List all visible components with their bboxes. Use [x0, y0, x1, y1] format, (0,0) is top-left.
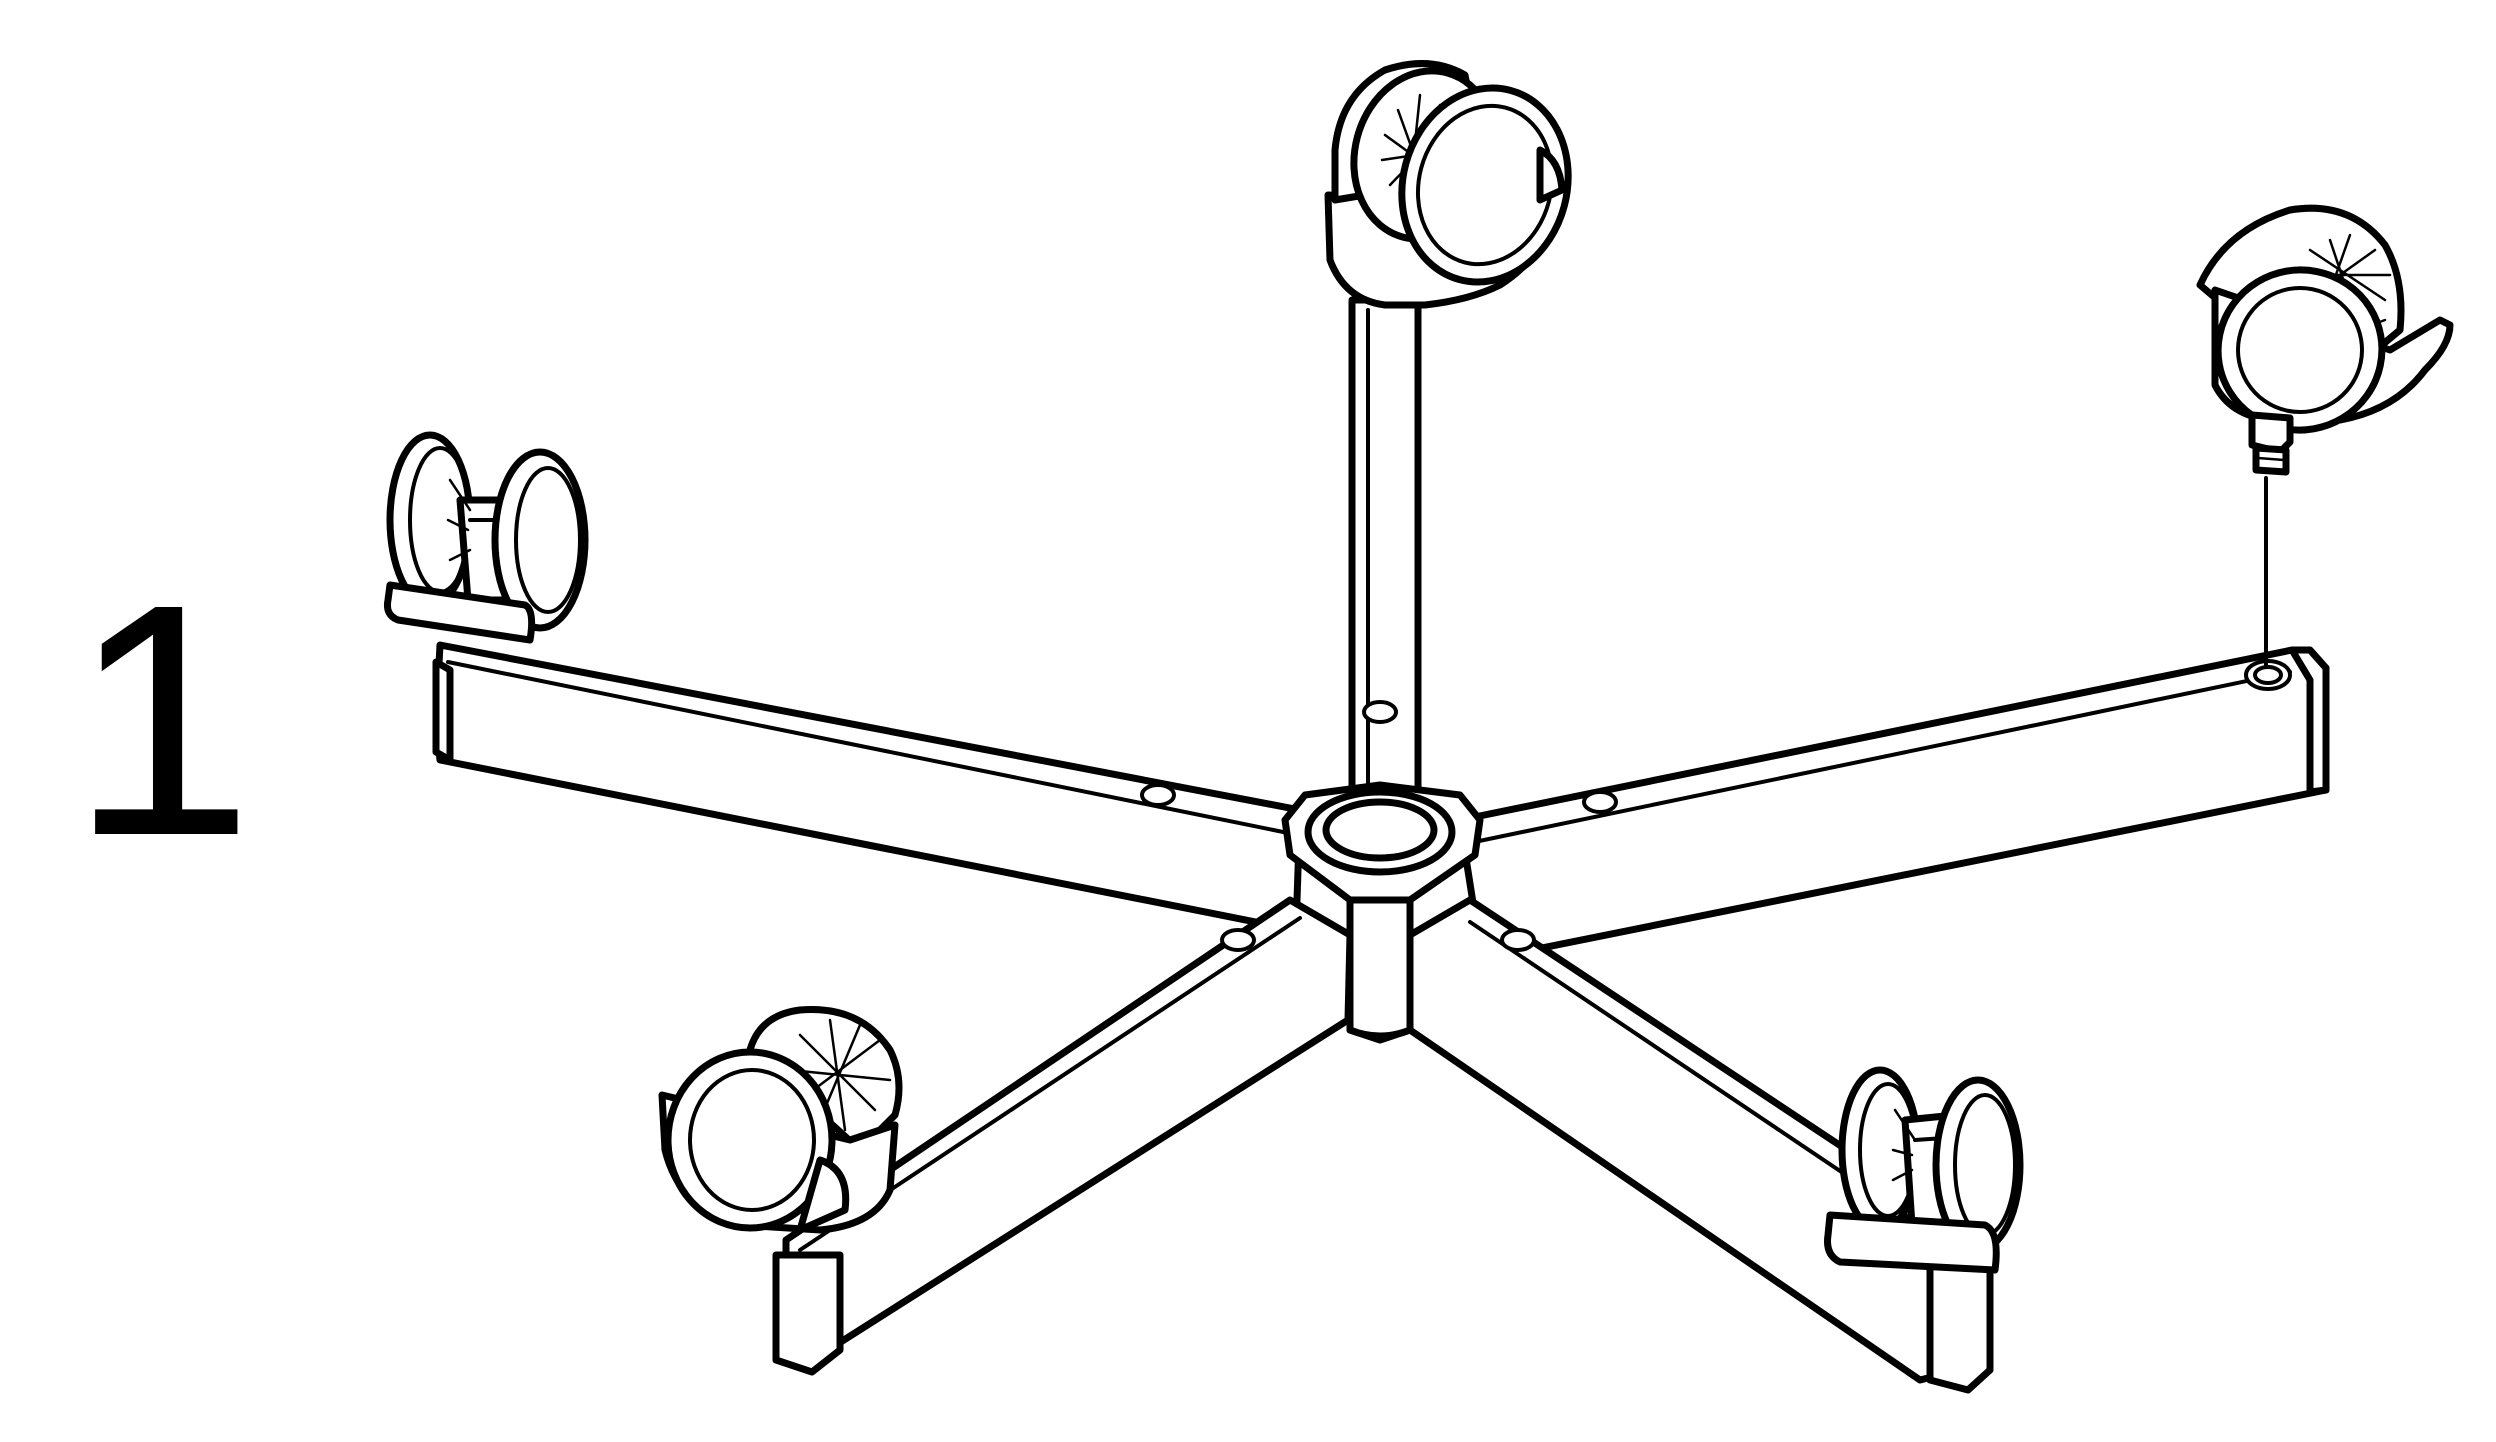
hub-opening	[1322, 798, 1438, 862]
leg-right	[1456, 646, 2330, 964]
leg-left	[432, 641, 1304, 934]
caster-housing	[1824, 1211, 2000, 1274]
screw-hole	[1362, 700, 1398, 724]
caster-upper-left	[384, 431, 589, 644]
caster-housing	[384, 581, 536, 644]
caster-right-detached	[2196, 204, 2454, 667]
caster-wheel-face	[1398, 84, 1572, 286]
caster-wheel-face	[491, 448, 589, 632]
caster-front-left	[658, 1006, 903, 1234]
screw-hole	[1220, 928, 1256, 952]
caster-wheel-face	[664, 1048, 836, 1232]
hub	[1281, 781, 1484, 1044]
screw-hole	[1140, 783, 1176, 807]
screw-hole	[1582, 790, 1618, 814]
caster-back	[1324, 60, 1572, 309]
caster-wheel-face	[2214, 266, 2386, 434]
leg-back	[1348, 296, 1422, 824]
screw-hole	[1500, 928, 1536, 952]
caster-front-right	[1824, 1066, 2024, 1274]
